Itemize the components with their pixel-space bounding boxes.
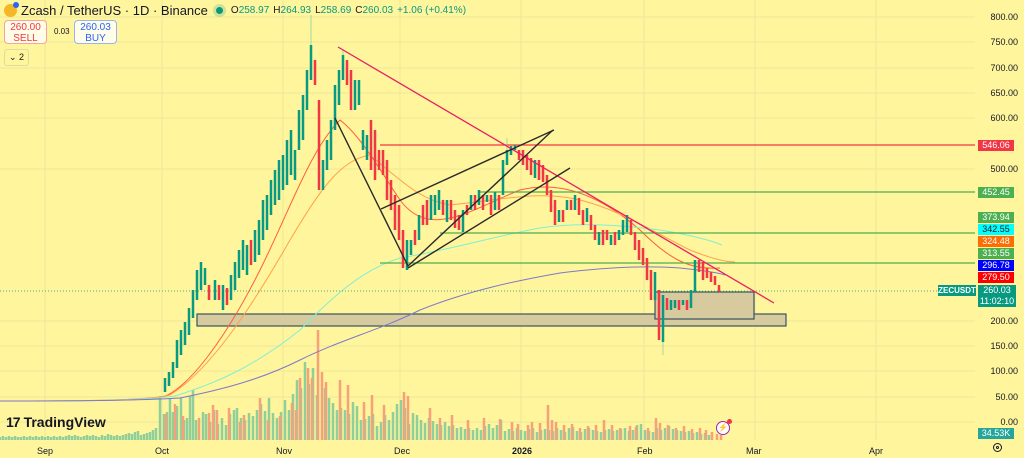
grid — [0, 0, 975, 440]
last-price-tag: 260.03 11:02:10 — [978, 285, 1016, 307]
low-value: 258.69 — [320, 4, 352, 16]
sell-button[interactable]: 260.00 SELL — [4, 20, 47, 44]
price-label: 650.00 — [990, 88, 1018, 98]
time-label: Oct — [155, 446, 170, 456]
price-tag-452: 452.45 — [978, 187, 1014, 198]
symbol-header: Zcash / TetherUS · 1D · Binance O258.97 … — [4, 1, 470, 18]
price-label: 200.00 — [990, 316, 1018, 326]
descending-trendline[interactable] — [337, 46, 775, 304]
price-label: 0.00 — [1000, 417, 1018, 427]
wedge-upper-line[interactable] — [380, 129, 555, 210]
time-label: Feb — [637, 446, 653, 456]
price-tag-373: 373.94 — [978, 212, 1014, 223]
buy-price: 260.03 — [80, 22, 111, 33]
open-value: 258.97 — [238, 4, 270, 16]
price-tag-296: 296.78 — [978, 260, 1014, 271]
time-label: 2026 — [512, 446, 533, 456]
price-label: 750.00 — [990, 37, 1018, 47]
price-label: 100.00 — [990, 366, 1018, 376]
price-label: 800.00 — [990, 12, 1018, 22]
settings-gear-icon[interactable] — [993, 443, 1002, 452]
symbol-tag: ZECUSDT — [938, 285, 976, 296]
volume-bars — [0, 330, 723, 440]
price-tag-324: 324.48 — [978, 236, 1014, 247]
sell-price: 260.00 — [10, 22, 41, 33]
price-tag-313: 313.55 — [978, 248, 1014, 259]
zcash-logo-icon — [4, 1, 19, 17]
wedge-lower-line[interactable] — [407, 167, 571, 269]
price-label: 50.00 — [995, 392, 1018, 402]
volume-tag: 34.53K — [978, 428, 1014, 439]
price-label: 600.00 — [990, 113, 1018, 123]
support-zone-wide[interactable] — [196, 313, 787, 327]
price-tag-342: 342.55 — [978, 224, 1014, 235]
time-label: Mar — [746, 446, 762, 456]
buy-label: BUY — [85, 33, 106, 44]
symbol-title[interactable]: Zcash / TetherUS · 1D · Binance — [21, 2, 208, 18]
time-label: Sep — [37, 446, 54, 456]
close-value: 260.03 — [362, 4, 394, 16]
tradingview-logo[interactable]: 17 TradingView — [6, 414, 106, 430]
high-value: 264.93 — [280, 4, 312, 16]
spread-value: 0.03 — [54, 27, 70, 36]
time-label: Dec — [394, 446, 411, 456]
lightning-alert-icon[interactable]: ⚡ — [716, 419, 732, 435]
price-label: 150.00 — [990, 341, 1018, 351]
last-price: 260.03 — [983, 285, 1011, 295]
price-tag-279: 279.50 — [978, 272, 1014, 283]
candles — [163, 15, 721, 392]
moving-averages — [0, 119, 736, 402]
time-label: Nov — [276, 446, 293, 456]
indicators-toggle-button[interactable]: ⌄ 2 — [4, 49, 29, 66]
sell-label: SELL — [13, 33, 38, 44]
buy-button[interactable]: 260.03 BUY — [74, 20, 117, 44]
price-label: 500.00 — [990, 164, 1018, 174]
v-pattern-line[interactable] — [334, 117, 554, 268]
tradingview-name: TradingView — [23, 414, 106, 430]
price-label: 700.00 — [990, 63, 1018, 73]
price-tag-546: 546.06 — [978, 140, 1014, 151]
bar-countdown: 11:02:10 — [979, 296, 1015, 306]
tradingview-mark-icon: 17 — [6, 414, 21, 430]
market-open-icon — [215, 6, 223, 14]
change-value: +1.06 (+0.41%) — [397, 4, 467, 16]
time-label: Apr — [869, 446, 884, 456]
